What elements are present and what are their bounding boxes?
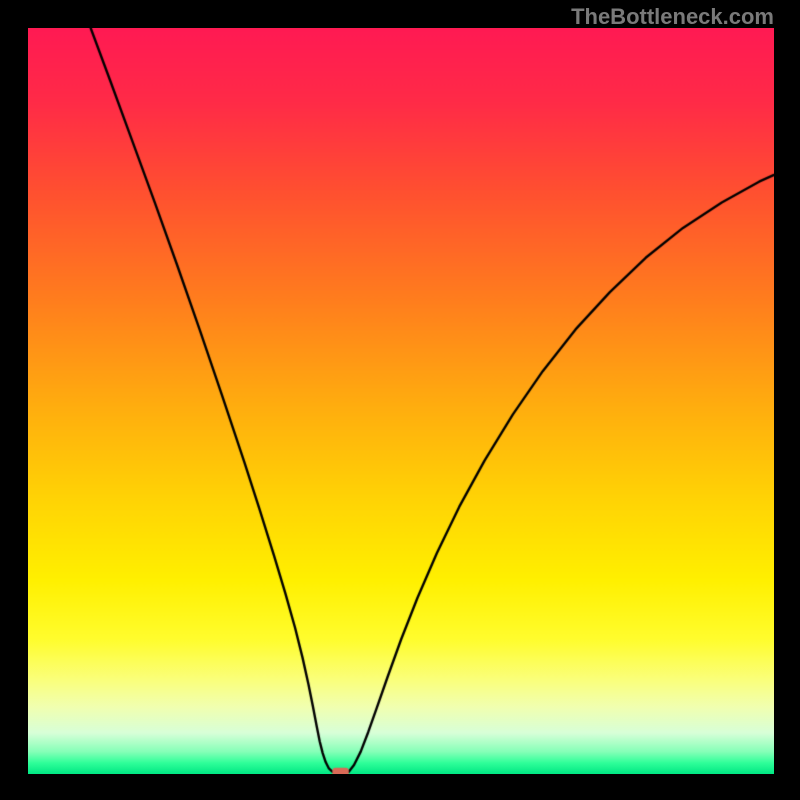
- bottleneck-chart: [28, 28, 774, 774]
- watermark-text: TheBottleneck.com: [571, 4, 774, 30]
